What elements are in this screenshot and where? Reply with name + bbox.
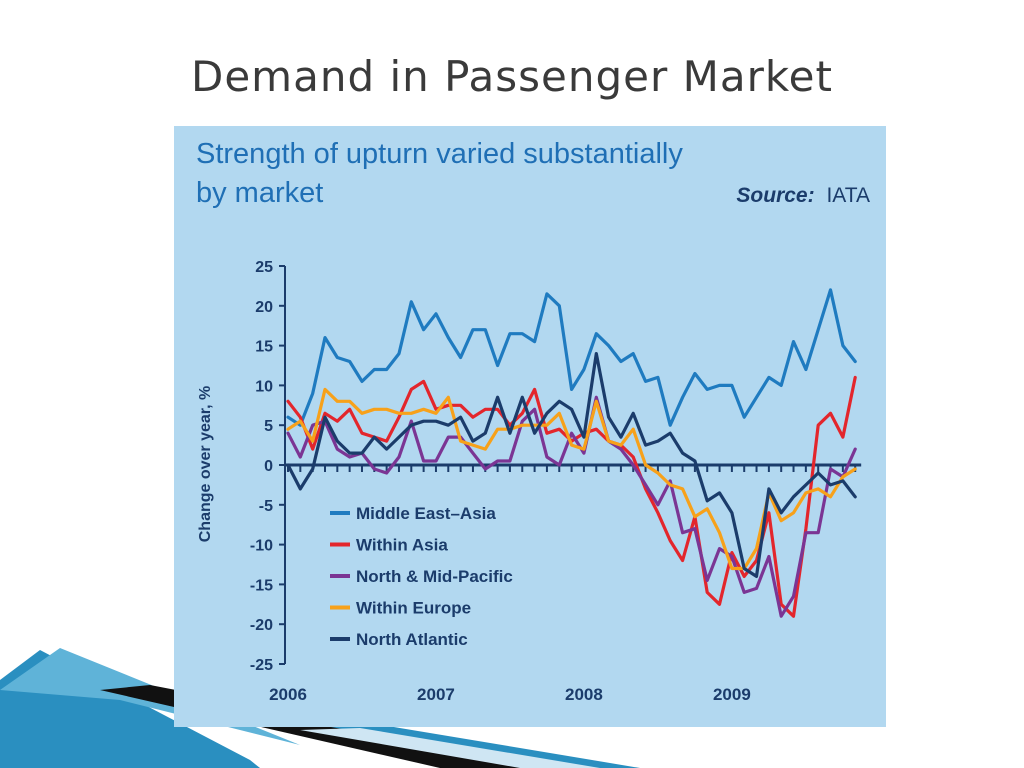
x-tick-label: 2009	[713, 685, 751, 704]
legend: Middle East–Asia Within Asia North & Mid-P…	[330, 504, 513, 649]
chart-title-line2: by market	[196, 177, 323, 209]
line-chart: Strength of upturn varied substantially …	[196, 138, 870, 704]
series-line-0	[286, 288, 857, 427]
chart-panel: Strength of upturn varied substantially …	[174, 126, 886, 727]
y-tick-label: 5	[264, 418, 273, 435]
series-line-2	[286, 395, 857, 618]
legend-label: Within Asia	[356, 536, 448, 555]
chart-title-line1: Strength of upturn varied substantially	[196, 138, 683, 170]
source-value: IATA	[826, 184, 870, 207]
y-tick-label: 20	[255, 299, 273, 316]
y-tick-label: 25	[255, 259, 273, 276]
legend-label: Within Europe	[356, 599, 471, 618]
y-tick-label: -5	[259, 498, 273, 515]
x-tick-label: 2007	[417, 685, 455, 704]
series-line-3	[286, 387, 857, 571]
legend-label: North Atlantic	[356, 630, 468, 649]
series-line-4	[286, 352, 857, 578]
series-lines	[286, 288, 857, 618]
y-tick-label: -15	[250, 577, 273, 594]
y-tick-label: 0	[264, 458, 273, 475]
y-tick-label: -10	[250, 538, 273, 555]
legend-label: North & Mid-Pacific	[356, 567, 513, 586]
source-label-text: Source:	[736, 184, 814, 207]
slide-title: Demand in Passenger Market	[191, 52, 833, 101]
source-label: Source: IATA	[736, 184, 870, 207]
y-axis-label: Change over year, %	[197, 386, 214, 543]
y-tick-label: -25	[250, 657, 273, 674]
x-tick-label: 2008	[565, 685, 603, 704]
y-tick-label: 10	[255, 378, 273, 395]
y-tick-label: -20	[250, 617, 273, 634]
axes: 25 20 15 10 5 0 -5 -10 -15 -20 -25 2006 2007 2008 2009	[250, 259, 862, 704]
y-tick-label: 15	[255, 339, 273, 356]
legend-label: Middle East–Asia	[356, 504, 496, 523]
x-tick-label: 2006	[269, 685, 307, 704]
